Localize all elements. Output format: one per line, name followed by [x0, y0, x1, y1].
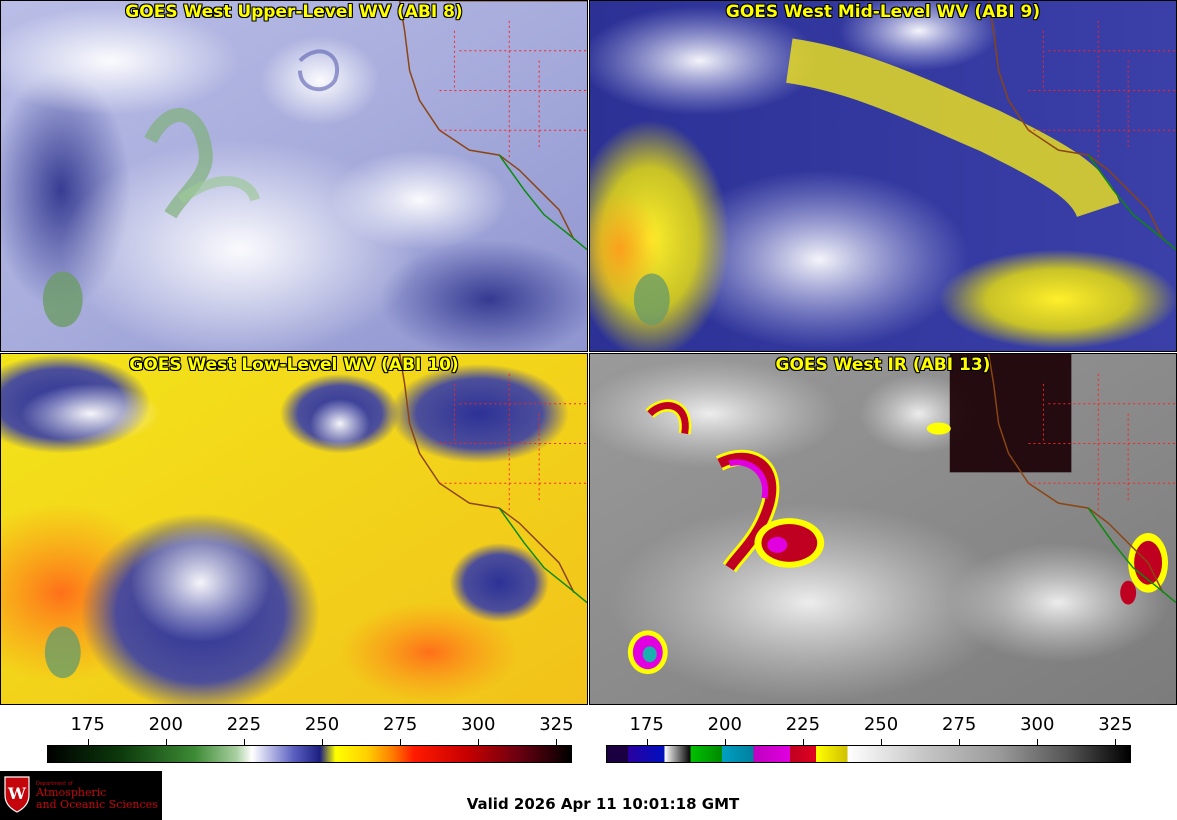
uw-crest-icon: W	[4, 776, 30, 813]
colorbar-left-tick-mark	[243, 739, 245, 745]
colorbar-left-ticks: 175 200 225 250 275 300 325	[47, 714, 574, 736]
colorbar-left-tick: 325	[539, 714, 574, 735]
colorbar-left-tick-mark	[87, 739, 89, 745]
panel-upper-level-wv: GOES West Upper-Level WV (ABI 8)	[0, 0, 588, 352]
colorbar-right-tick-mark	[881, 739, 882, 745]
colorbar-right-ticks: 175 200 225 250 275 300 325	[606, 714, 1133, 736]
colorbar-right-tick: 275	[941, 714, 977, 735]
colorbar-right-tick-mark	[959, 739, 961, 745]
svg-text:W: W	[7, 784, 27, 803]
colorbar-left-tick: 175	[70, 714, 105, 735]
valid-time: Valid 2026 Apr 11 10:01:18 GMT	[466, 795, 740, 813]
ir-image	[590, 354, 1176, 704]
colorbar-right-tick-mark	[724, 739, 726, 745]
colorbar-right-tick-mark	[1115, 739, 1117, 745]
colorbar-right: 175 200 225 250 275 300 325	[606, 706, 1133, 768]
upper-level-wv-image	[1, 1, 587, 351]
colorbar-right-tick: 250	[863, 714, 899, 735]
colorbar-left-tick: 300	[461, 714, 496, 735]
panel-low-level-wv: GOES West Low-Level WV (ABI 10)	[0, 353, 588, 705]
colorbar-right-tick-mark	[802, 739, 804, 745]
panel-mid-level-wv: GOES West Mid-Level WV (ABI 9)	[589, 0, 1177, 352]
colorbar-right-tick: 325	[1098, 714, 1133, 735]
logo-name-line2: and Oceanic Sciences	[36, 798, 158, 811]
colorbar-left: 175 200 225 250 275 300 325	[47, 706, 574, 768]
mid-level-wv-image	[590, 1, 1176, 351]
colorbar-right-tick-mark	[1037, 739, 1039, 745]
colorbar-right-tick: 200	[707, 714, 742, 735]
colorbar-left-tick-mark	[556, 739, 558, 745]
uw-aos-logo: W Department of Atmospheric and Oceanic …	[0, 771, 162, 820]
colorbar-left-tick-mark	[478, 739, 480, 745]
logo-name: Atmospheric and Oceanic Sciences	[36, 787, 158, 811]
colorbar-left-tick: 225	[226, 714, 262, 735]
colorbar-left-tick-mark	[400, 739, 402, 745]
colorbar-right-tick-mark	[646, 739, 648, 745]
colorbar-left-tick: 200	[148, 714, 183, 735]
colorbar-left-gradient	[47, 745, 572, 763]
logo-name-line1: Atmospheric	[36, 786, 107, 799]
colorbar-right-gradient	[606, 745, 1131, 763]
colorbar-right-tick: 300	[1020, 714, 1055, 735]
colorbar-left-tick-mark	[322, 739, 323, 745]
panel-ir: GOES West IR (ABI 13)	[589, 353, 1177, 705]
colorbar-left-tick-mark	[165, 739, 167, 745]
low-level-wv-image	[1, 354, 587, 704]
colorbar-left-tick: 275	[382, 714, 418, 735]
logo-department-label: Department of	[36, 781, 73, 787]
colorbar-left-tick: 250	[304, 714, 340, 735]
colorbar-right-tick: 175	[629, 714, 664, 735]
colorbar-right-tick: 225	[785, 714, 821, 735]
